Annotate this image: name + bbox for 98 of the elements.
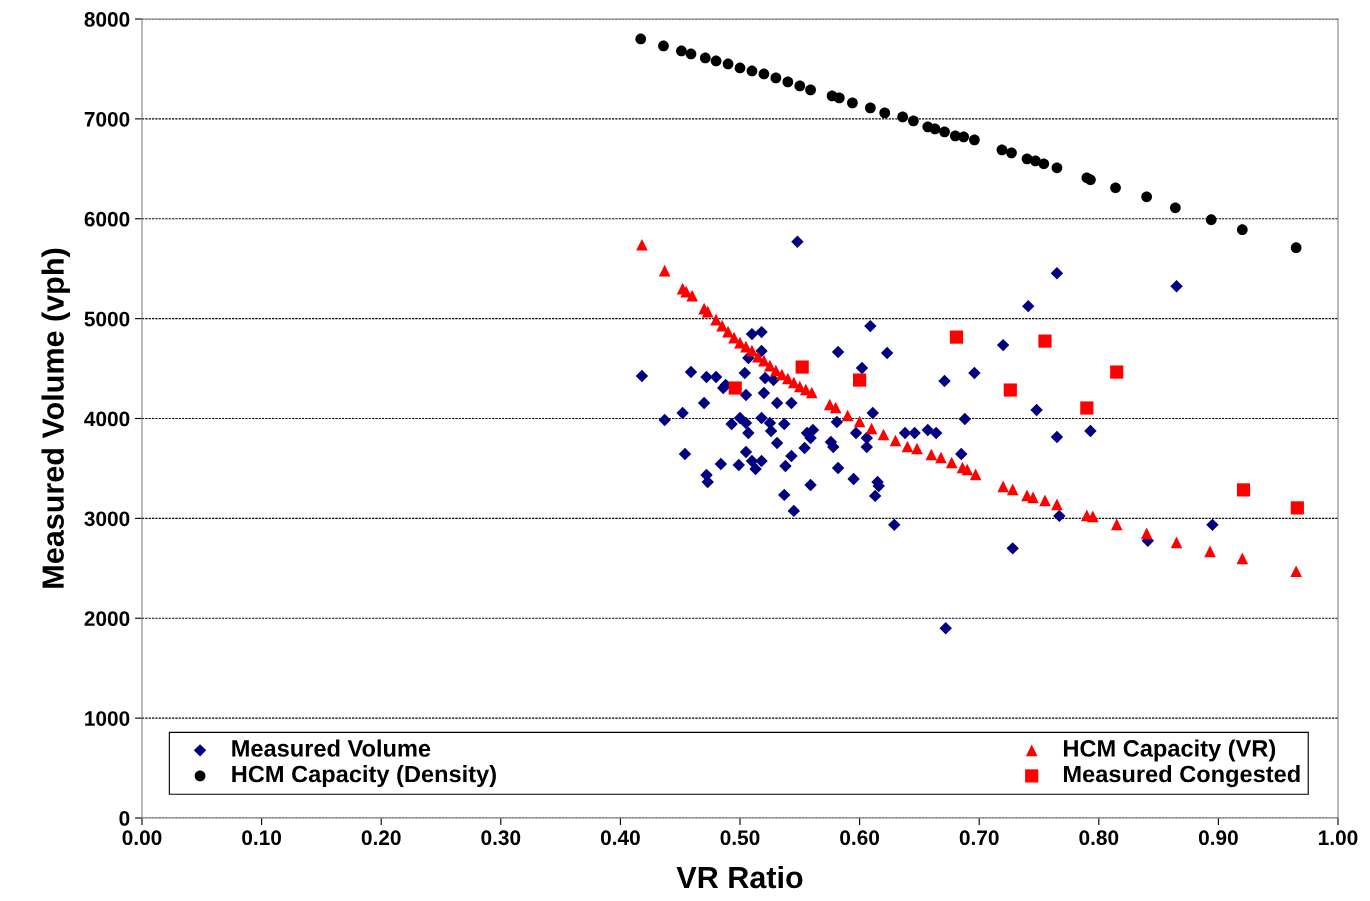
legend-label: Measured Volume xyxy=(232,739,431,757)
y-tick-label: 8000 xyxy=(84,12,130,27)
point xyxy=(1204,545,1216,558)
point xyxy=(958,131,970,143)
legend-label: HCM Capacity (Density) xyxy=(232,765,496,788)
x-tick-label: 0.10 xyxy=(242,830,282,846)
point xyxy=(1170,536,1183,549)
point xyxy=(701,305,714,318)
point xyxy=(925,448,938,461)
point xyxy=(758,68,770,80)
point xyxy=(847,97,858,109)
legend-label: Measured Congested xyxy=(1063,765,1300,788)
y-tick-label: 5000 xyxy=(84,311,130,327)
point xyxy=(939,126,950,138)
point xyxy=(1006,147,1017,159)
point xyxy=(1051,162,1063,174)
point xyxy=(949,330,964,344)
point xyxy=(829,401,842,414)
y-tick-label: 6000 xyxy=(84,211,130,227)
point xyxy=(1087,510,1099,523)
y-tick-label: 1000 xyxy=(85,711,130,726)
point xyxy=(833,92,845,104)
x-tick-label: 0.30 xyxy=(481,830,521,846)
point xyxy=(794,80,806,92)
point xyxy=(685,48,697,60)
point xyxy=(1003,383,1017,397)
point xyxy=(1110,518,1123,531)
x-tick-label: 0.90 xyxy=(1198,830,1238,846)
point xyxy=(1290,565,1302,578)
point xyxy=(1080,401,1094,415)
point xyxy=(1236,552,1249,565)
point xyxy=(795,360,809,374)
point xyxy=(1110,365,1124,379)
y-tick-label: 7000 xyxy=(84,111,130,127)
point xyxy=(1141,191,1153,203)
point xyxy=(908,115,919,127)
point xyxy=(889,434,902,447)
point xyxy=(658,264,671,277)
point xyxy=(1038,158,1050,170)
point xyxy=(710,55,722,67)
point xyxy=(935,451,947,464)
x-tick-label: 0.00 xyxy=(122,830,162,846)
point xyxy=(1110,182,1121,194)
y-tick-label: 3000 xyxy=(84,511,130,527)
point xyxy=(841,409,854,422)
point xyxy=(1085,174,1096,186)
x-tick-label: 0.20 xyxy=(361,830,401,846)
point xyxy=(728,381,742,395)
point xyxy=(770,72,782,84)
point xyxy=(945,456,958,469)
x-tick-label: 0.50 xyxy=(720,830,760,846)
point xyxy=(1006,483,1019,496)
point xyxy=(805,84,816,96)
point xyxy=(676,45,687,57)
point xyxy=(996,144,1008,156)
point xyxy=(969,134,980,146)
point xyxy=(997,480,1009,493)
x-tick-label: 0.70 xyxy=(959,830,999,846)
point xyxy=(782,76,794,88)
point xyxy=(897,111,909,123)
point xyxy=(635,33,647,45)
x-tick-label: 1.00 xyxy=(1319,830,1358,846)
point xyxy=(961,463,974,476)
point xyxy=(1236,483,1251,497)
point xyxy=(1051,498,1063,511)
point xyxy=(1169,202,1181,214)
point xyxy=(1290,242,1302,254)
point xyxy=(699,52,711,64)
x-tick-label: 0.40 xyxy=(600,830,640,846)
point xyxy=(1030,155,1041,167)
point xyxy=(1205,214,1217,226)
point xyxy=(853,373,867,387)
point xyxy=(805,386,818,399)
point xyxy=(901,440,914,453)
x-tick-label: 0.60 xyxy=(840,830,880,846)
point xyxy=(865,422,878,435)
point xyxy=(929,123,941,135)
point xyxy=(879,107,891,119)
point xyxy=(969,468,982,481)
point xyxy=(722,58,734,70)
legend-label: HCM Capacity (VR) xyxy=(1063,739,1276,762)
y-axis-title: Measured Volume (vph) xyxy=(41,248,70,588)
point xyxy=(864,102,876,114)
point xyxy=(746,65,758,77)
x-axis-title: VR Ratio xyxy=(676,865,803,889)
point xyxy=(734,62,746,74)
point xyxy=(1140,527,1153,540)
point xyxy=(636,238,648,251)
x-tick-label: 0.80 xyxy=(1079,830,1119,846)
y-tick-label: 4000 xyxy=(84,411,130,427)
point xyxy=(1236,224,1248,236)
y-tick-label: 0 xyxy=(119,811,130,826)
y-tick-label: 2000 xyxy=(84,611,130,626)
point xyxy=(853,415,866,428)
point xyxy=(658,40,669,52)
point xyxy=(1038,334,1052,348)
point xyxy=(1290,501,1304,515)
point xyxy=(877,428,890,441)
